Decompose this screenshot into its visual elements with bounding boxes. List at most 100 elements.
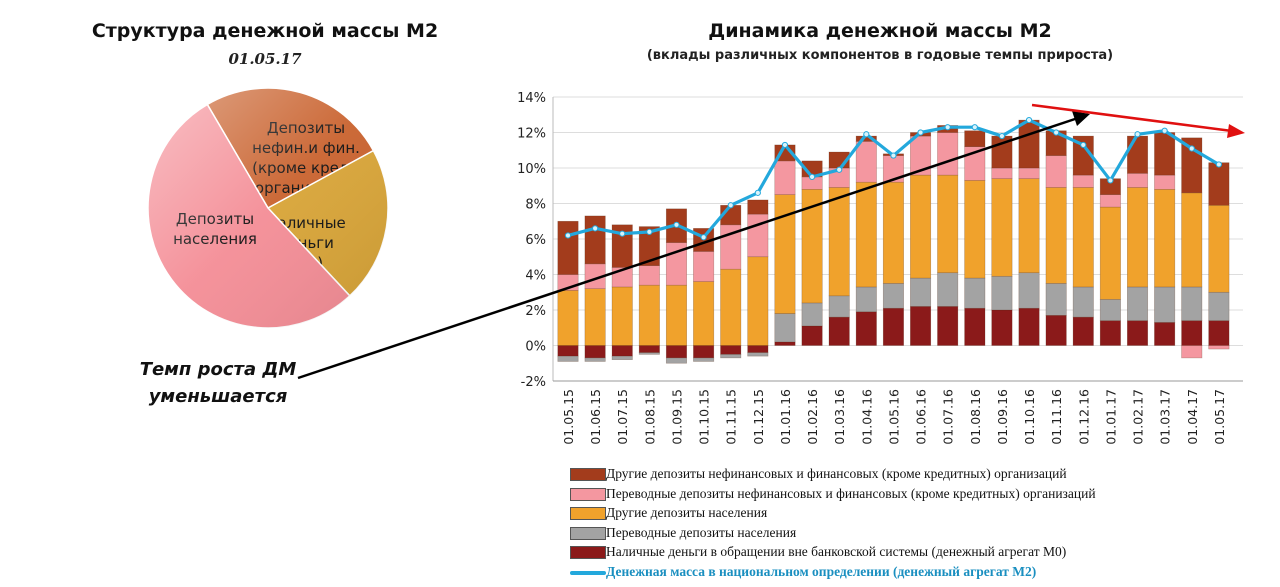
bar-chart: -2% 0% 2% 4% 6% 8% 10% 12% 14% 01.05.15 01.06.15 01…	[517, 91, 1243, 445]
bar-segment	[720, 268, 742, 346]
m2-point	[727, 202, 734, 209]
bar-segment	[1127, 135, 1149, 174]
bar-segment	[801, 325, 823, 346]
bar-segment	[557, 345, 579, 357]
bar-segment	[747, 199, 769, 215]
bar-segment	[964, 180, 986, 279]
bar-segment	[1099, 206, 1121, 300]
bar-segment	[1181, 320, 1203, 346]
bar-segment	[693, 345, 715, 359]
bar-segment	[855, 141, 877, 183]
trend-arrow	[1031, 103, 1233, 133]
y-tick-label: -2%	[521, 375, 546, 390]
bar-segment	[611, 286, 633, 346]
x-tick-label: 01.12.15	[751, 389, 766, 445]
x-tick-label: 01.01.16	[778, 389, 793, 445]
bar-segment	[665, 357, 687, 364]
trend-arrowhead	[1227, 124, 1245, 138]
bar-segment	[1127, 173, 1149, 188]
bar-segment	[584, 215, 606, 265]
m2-point	[754, 189, 761, 196]
bar-segment	[1099, 320, 1121, 346]
m2-point	[917, 129, 924, 136]
bar-segment	[665, 345, 687, 359]
bar-segment	[1154, 132, 1176, 176]
bar-segment	[882, 307, 904, 346]
x-tick-label: 01.07.16	[941, 389, 956, 445]
bar-segment	[1208, 345, 1230, 350]
bar-segment	[964, 130, 986, 148]
bar-segment	[964, 277, 986, 309]
bar-segment	[1099, 299, 1121, 321]
bar-segment	[1018, 167, 1040, 179]
y-tick-label: 12%	[517, 127, 546, 142]
m2-point	[863, 131, 870, 138]
m2-point	[646, 228, 653, 235]
pie-chart-title: Структура денежной массы М2	[91, 20, 439, 42]
bar-segment	[1018, 178, 1040, 274]
annotation-line-1: Темп роста ДМ	[139, 359, 297, 380]
bar-segment	[1072, 187, 1094, 288]
x-tick-label: 01.12.16	[1076, 389, 1091, 445]
bar-segment	[1208, 204, 1230, 293]
bar-segment	[937, 174, 959, 274]
bar-segment	[557, 355, 579, 362]
bar-segment	[910, 277, 932, 307]
bar-segment	[1208, 320, 1230, 346]
annotation-arrowhead	[1072, 111, 1090, 126]
bar-segment	[855, 181, 877, 288]
bar-segment	[1127, 320, 1149, 346]
m2-point	[890, 152, 897, 159]
bar-segment	[584, 357, 606, 362]
bar-segment	[1045, 155, 1067, 188]
x-tick-label: 01.07.15	[615, 389, 630, 445]
bar-segment	[1045, 187, 1067, 284]
x-tick-label: 01.09.16	[995, 389, 1010, 445]
x-tick-label: 01.04.17	[1185, 389, 1200, 445]
bar-segment	[937, 132, 959, 176]
m2-point	[673, 221, 680, 228]
x-tick-label: 01.01.17	[1103, 389, 1118, 445]
bar-segment	[611, 224, 633, 268]
bar-segment	[937, 272, 959, 307]
x-tick-label: 01.04.16	[859, 389, 874, 445]
x-tick-label: 01.09.15	[669, 389, 684, 445]
x-tick-label: 01.08.15	[642, 389, 657, 445]
y-tick-label: 14%	[517, 91, 546, 106]
annotation-arrow	[297, 116, 1079, 380]
bar-segment	[964, 307, 986, 346]
bar-segment	[828, 316, 850, 346]
bar-segment	[1154, 286, 1176, 323]
bar-segment	[1154, 189, 1176, 288]
x-tick-label: 01.08.16	[968, 389, 983, 445]
bar-segment	[693, 357, 715, 362]
bar-chart-title: Динамика денежной массы М2	[708, 20, 1052, 42]
pie-shine	[148, 88, 388, 328]
y-tick-label: 10%	[517, 162, 546, 177]
legend-swatch	[570, 487, 606, 501]
annotation-line-2: уменьшается	[148, 386, 288, 407]
x-tick-label: 01.10.16	[1022, 389, 1037, 445]
legend-label: Переводные депозиты нефинансовых и финан…	[606, 485, 1096, 501]
bar-segment	[1127, 286, 1149, 321]
m2-point	[1188, 145, 1195, 152]
bar-segment	[1072, 286, 1094, 318]
bar-segment	[611, 345, 633, 357]
bar-segment	[1154, 322, 1176, 346]
y-tick-label: 4%	[525, 269, 546, 284]
bar-segment	[774, 341, 796, 346]
x-tick-label: 01.10.15	[697, 389, 712, 445]
m2-point	[1025, 116, 1033, 124]
x-tick-label: 01.11.15	[724, 389, 739, 445]
annotation-arrows	[297, 103, 1245, 380]
bar-segment	[584, 345, 606, 359]
m2-point	[1080, 141, 1087, 149]
m2-point	[971, 124, 978, 131]
bar-segment	[882, 283, 904, 309]
m2-point	[998, 132, 1006, 140]
bar-segment	[1181, 192, 1203, 288]
y-tick-label: 0%	[525, 340, 546, 355]
bar-segment	[1181, 286, 1203, 321]
m2-point	[1134, 131, 1141, 138]
bar-segment	[1208, 162, 1230, 206]
